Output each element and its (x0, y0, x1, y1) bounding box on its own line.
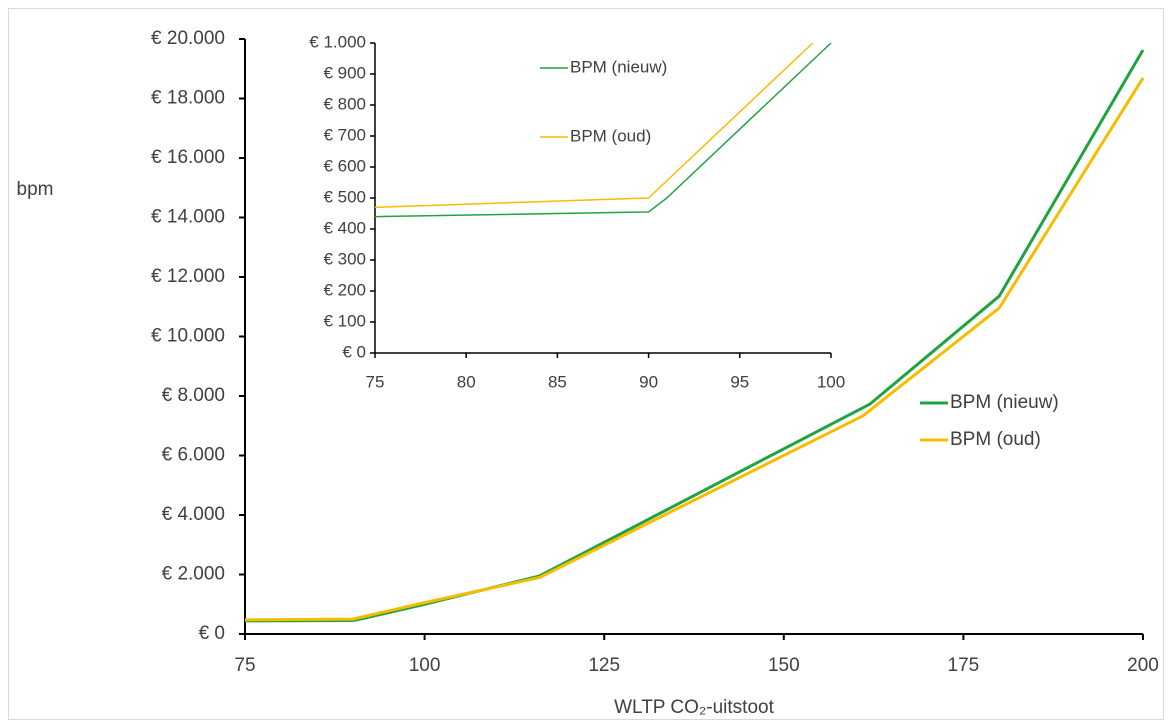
x-tick-label: 100 (409, 655, 441, 676)
y-tick-label: € 4.000 (162, 504, 225, 525)
y-tick-label: € 0 (199, 623, 225, 644)
y-tick-label: € 200 (323, 280, 366, 299)
x-tick-label: 175 (948, 655, 980, 676)
x-tick-label: 90 (639, 372, 658, 391)
x-tick-label: 125 (588, 655, 620, 676)
y-tick-label: € 2.000 (162, 564, 225, 585)
x-tick-label: 80 (457, 372, 476, 391)
y-tick-label: € 700 (323, 125, 366, 144)
x-tick-label: 150 (768, 655, 800, 676)
y-tick-label: € 500 (323, 187, 366, 206)
y-tick-label: € 10.000 (151, 326, 225, 347)
y-tick-label: € 900 (323, 63, 366, 82)
y-tick-label: € 20.000 (151, 28, 225, 49)
y-tick-label: € 14.000 (151, 207, 225, 228)
x-tick-label: 100 (817, 372, 845, 391)
data-line (374, 42, 832, 218)
y-tick-label: € 1.000 (309, 32, 366, 51)
legend-label: BPM (oud) (570, 126, 651, 145)
legend-label: BPM (nieuw) (950, 392, 1059, 413)
inset-chart: € 0 € 100 € 200 € 300 € 400 € 500 € 600 € 700 € … (309, 32, 845, 391)
y-axis-title: bpm (17, 179, 54, 200)
legend-label: BPM (oud) (950, 429, 1041, 450)
x-tick-label: 75 (234, 655, 255, 676)
x-tick-label: 95 (730, 372, 749, 391)
y-tick-label: € 600 (323, 156, 366, 175)
y-tick-label: € 16.000 (151, 147, 225, 168)
x-tick-label: 200 (1127, 655, 1159, 676)
x-axis-title: WLTP CO₂-uitstoot (614, 697, 774, 718)
main-chart: € 0 € 2.000 € 4.000 € 6.000 € 8.000 € 10.000 €… (17, 28, 1159, 718)
y-tick-label: € 800 (323, 94, 366, 113)
y-tick-label: € 300 (323, 249, 366, 268)
y-tick-label: € 8.000 (162, 385, 225, 406)
y-tick-label: € 18.000 (151, 88, 225, 109)
y-tick-label: € 100 (323, 311, 366, 330)
x-tick-label: 75 (366, 372, 385, 391)
data-line (244, 77, 1145, 622)
y-tick-label: € 0 (342, 342, 366, 361)
inset-frame (268, 15, 853, 400)
x-tick-label: 85 (548, 372, 567, 391)
y-tick-label: € 400 (323, 218, 366, 237)
legend-label: BPM (nieuw) (570, 57, 667, 76)
y-tick-label: € 12.000 (151, 266, 225, 287)
y-tick-label: € 6.000 (162, 445, 225, 466)
data-line (374, 42, 814, 209)
